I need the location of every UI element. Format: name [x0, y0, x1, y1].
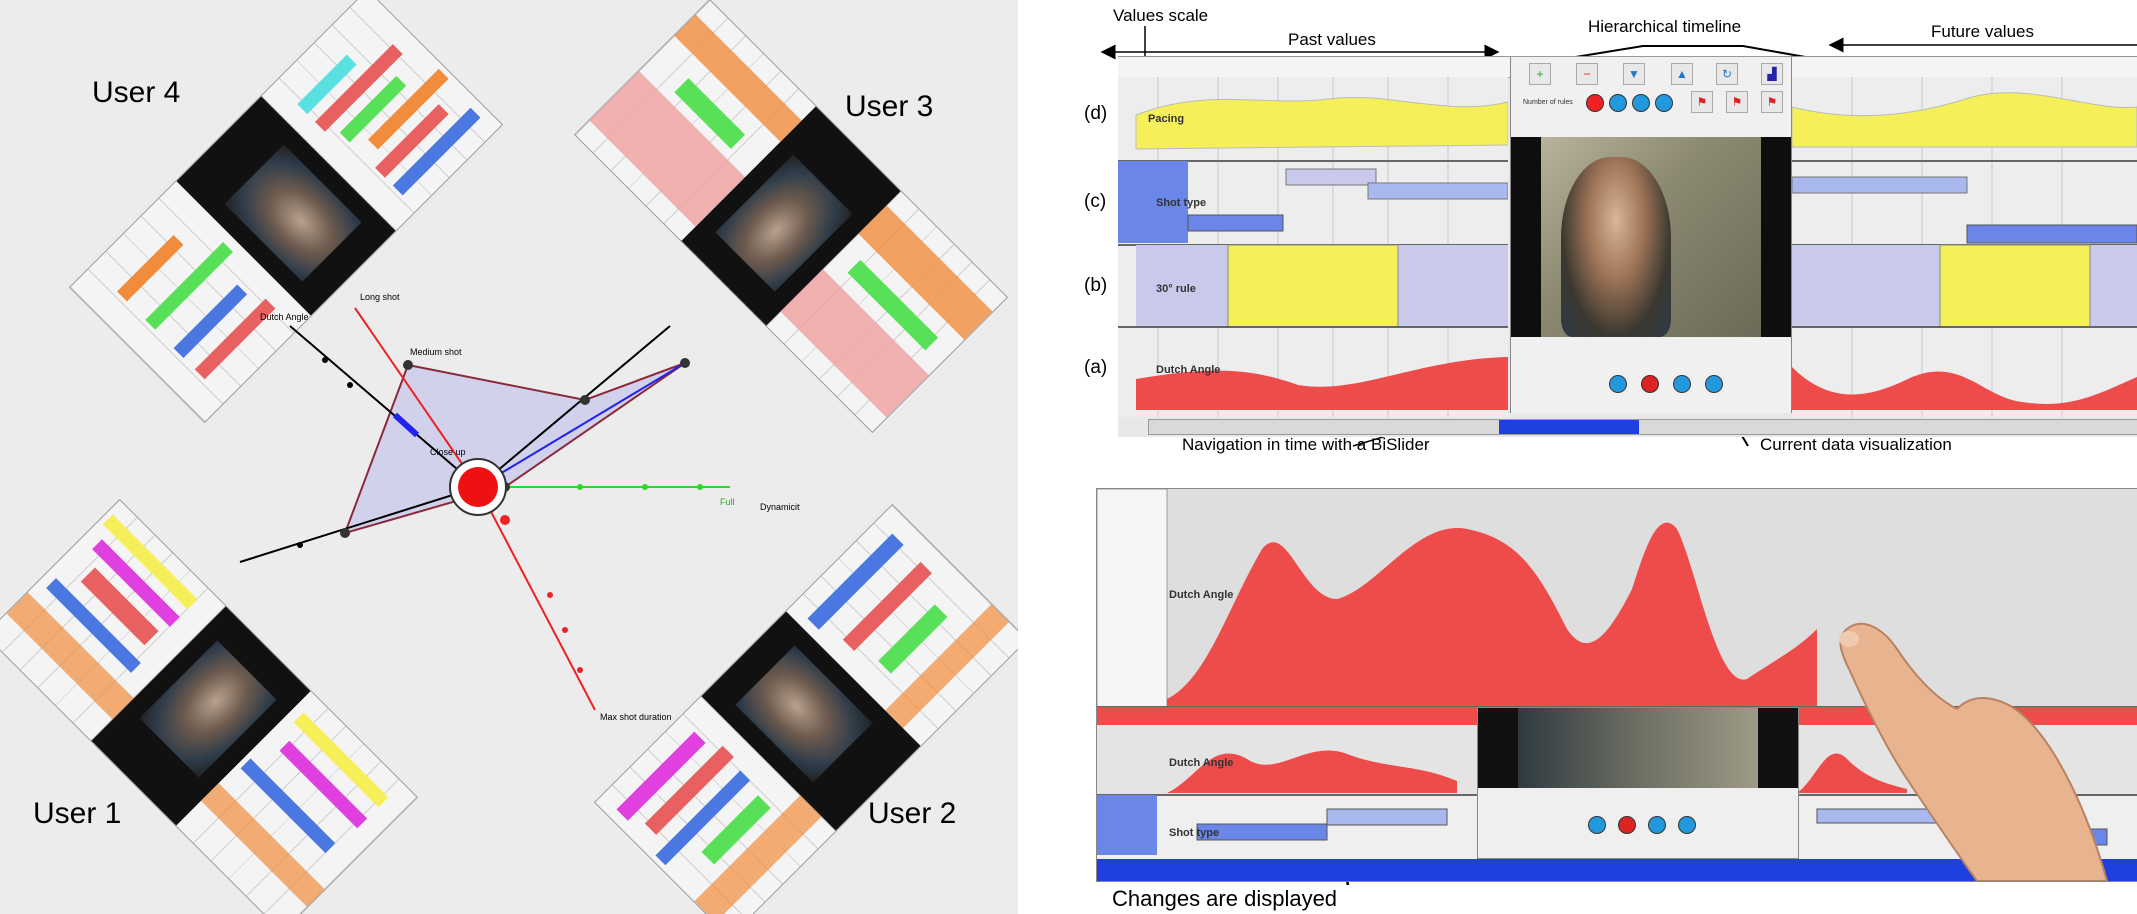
navigation-annotation: Navigation in time with a BiSlider: [1182, 435, 1430, 454]
changes-annotation: Changes are displayed: [1112, 886, 1338, 911]
flag-button-2[interactable]: ⚑: [1726, 91, 1748, 113]
future-values-annotation: Future values: [1931, 22, 2034, 41]
radar-node: [347, 382, 353, 388]
bottom-track-dutch-mid: Dutch Angle: [1169, 757, 1234, 769]
video-frame: [1541, 137, 1761, 337]
row-label-a: (a): [1084, 357, 1108, 378]
bottom-video-frame: [1478, 708, 1798, 788]
radar-node: [577, 667, 583, 673]
track-dutch-angle-label: Dutch Angle: [1156, 364, 1221, 376]
rule-3-button[interactable]: [1632, 94, 1650, 112]
radar-axis-black-left: [239, 486, 479, 563]
move-up-button[interactable]: ▲: [1671, 63, 1693, 85]
radar-label-max-shot: Max shot duration: [600, 712, 672, 722]
pause-button[interactable]: [1705, 375, 1723, 393]
radar-node: [580, 395, 590, 405]
rule-2-button[interactable]: [1609, 94, 1627, 112]
bottom-play-button[interactable]: [1648, 816, 1666, 834]
radar-node: [642, 484, 648, 490]
radar-node: [547, 592, 553, 598]
radar-node: [562, 627, 568, 633]
bislider-range[interactable]: [1499, 420, 1639, 434]
number-of-rules-label: Number of rules: [1523, 99, 1573, 106]
hierarchical-timeline-annotation: Hierarchical timeline: [1588, 17, 1742, 36]
rewind-button[interactable]: [1609, 375, 1627, 393]
radar-axis-black-upleft: [289, 325, 479, 488]
radar-node: [697, 484, 703, 490]
track-pacing-label: Pacing: [1148, 113, 1185, 125]
add-button[interactable]: +: [1529, 63, 1551, 85]
top-timeline[interactable]: (d) (c) (b) (a) Pacing Shot type 3: [1084, 56, 2137, 437]
past-values-annotation: Past values: [1288, 30, 1376, 49]
past-values-pane: [1118, 77, 1508, 417]
radar-label-dynamicity: Dynamicity: [760, 502, 800, 512]
radar-label-full: Full: [720, 497, 735, 507]
current-data-annotation: Current data visualization: [1760, 435, 1952, 454]
flag-button-1[interactable]: ⚑: [1691, 91, 1713, 113]
chart-button[interactable]: ▟: [1761, 63, 1783, 85]
radar-axis-red-up: [354, 307, 479, 488]
user-1-label: User 1: [33, 797, 122, 830]
radar-axis-red-down: [477, 486, 596, 711]
radar-node: [500, 515, 510, 525]
row-label-b: (b): [1084, 275, 1108, 296]
timeline-figure: Values scale Past values Hierarchical ti…: [1018, 0, 2137, 914]
move-down-button[interactable]: ▼: [1623, 63, 1645, 85]
track-shot-type-label: Shot type: [1156, 197, 1207, 209]
radar-label-dutch: Dutch Angle: [260, 312, 309, 322]
bottom-record-button[interactable]: [1618, 816, 1636, 834]
bottom-pause-button[interactable]: [1678, 816, 1696, 834]
remove-button[interactable]: −: [1576, 63, 1598, 85]
play-button[interactable]: [1673, 375, 1691, 393]
bottom-rewind-button[interactable]: [1588, 816, 1606, 834]
video-player[interactable]: [1511, 137, 1791, 337]
radar-node: [403, 360, 413, 370]
radar-center-core: [458, 467, 498, 507]
radar-label-medium-shot: Medium shot: [410, 347, 462, 357]
bislider[interactable]: [1148, 419, 2137, 435]
radar-node: [297, 542, 303, 548]
future-values-pane: [1792, 77, 2137, 417]
user-4-label: User 4: [92, 76, 181, 109]
radar-node: [322, 357, 328, 363]
center-control-panel[interactable]: + − ▼ ▲ ↻ ▟ Number of rules ⚑ ⚑ ⚑: [1510, 57, 1792, 413]
hand-pointing-icon: [1839, 622, 2109, 881]
central-star-plot[interactable]: Max shot duration Dynamicity Full Close …: [200, 240, 800, 740]
user-2-label: User 2: [868, 797, 957, 830]
rule-4-button[interactable]: [1655, 94, 1673, 112]
row-label-c: (c): [1084, 191, 1107, 212]
multi-user-table-view: User 4 User 3 User 1 User 2: [0, 0, 1018, 914]
radar-highlight-blue: [392, 412, 420, 438]
rule-1-button[interactable]: [1586, 94, 1604, 112]
bottom-track-shot-type: Shot type: [1169, 827, 1220, 839]
radar-node: [680, 358, 690, 368]
values-scale-annotation: Values scale: [1113, 6, 1209, 25]
radar-label-long-shot: Long shot: [360, 292, 400, 302]
track-30-rule-label: 30° rule: [1156, 283, 1196, 295]
radar-node: [340, 528, 350, 538]
bottom-video-player[interactable]: [1477, 707, 1799, 859]
radar-polygon: [343, 362, 686, 535]
bottom-timeline[interactable]: Dutch Angle Dutch Angle Shot type: [1096, 488, 2137, 882]
refresh-button[interactable]: ↻: [1716, 63, 1738, 85]
radar-node: [577, 484, 583, 490]
row-label-d: (d): [1084, 103, 1108, 124]
radar-axis-blue: [477, 362, 686, 488]
user-3-label: User 3: [845, 90, 934, 123]
flag-button-3[interactable]: ⚑: [1761, 91, 1783, 113]
bottom-track-dutch-top: Dutch Angle: [1169, 589, 1234, 601]
record-button[interactable]: [1641, 375, 1659, 393]
radar-axis-black-upright: [477, 325, 671, 488]
radar-label-close-up: Close up: [430, 447, 466, 457]
